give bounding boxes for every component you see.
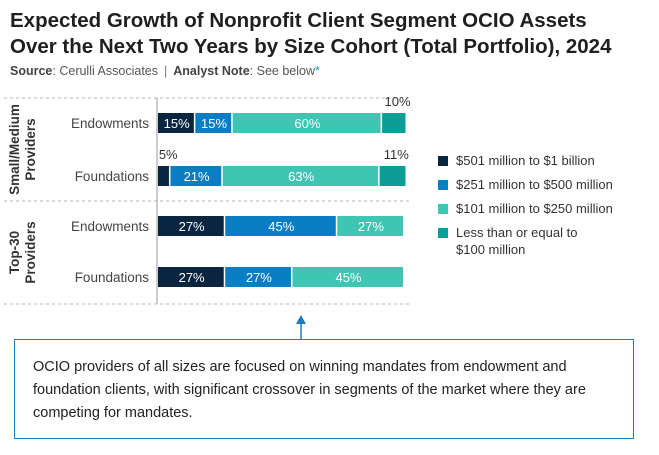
legend-item: Less than or equal to $100 million	[438, 224, 653, 258]
source-label: Source	[10, 64, 53, 78]
data-label: 5%	[159, 147, 178, 162]
legend-label: $101 million to $250 million	[456, 201, 613, 216]
data-label: 27%	[179, 270, 205, 285]
chart-legend: $501 million to $1 billion $251 million …	[438, 152, 653, 265]
source-text: : Cerulli Associates	[52, 64, 158, 78]
chart-title: Expected Growth of Nonprofit Client Segm…	[10, 8, 650, 60]
legend-item: $501 million to $1 billion	[438, 152, 653, 169]
bar-segment	[379, 166, 406, 186]
chart-title-line-2: Over the Next Two Years by Size Cohort (…	[10, 35, 612, 58]
bar-segment	[232, 113, 381, 133]
legend-item: $251 million to $500 million	[438, 176, 653, 193]
legend-swatch	[438, 228, 448, 238]
bar-segment	[292, 267, 404, 287]
group-label: Providers	[23, 221, 38, 283]
group-label: Providers	[23, 118, 38, 180]
data-label: 10%	[385, 94, 411, 109]
legend-label: $251 million to $500 million	[456, 177, 613, 192]
data-label: 27%	[179, 219, 205, 234]
bar-segment	[158, 166, 169, 186]
legend-label: Less than or equal to	[456, 225, 578, 240]
category-label: Endowments	[71, 116, 149, 131]
data-label: 63%	[288, 169, 314, 184]
data-label: 45%	[268, 219, 294, 234]
data-label: 15%	[164, 116, 190, 131]
bar-segment	[225, 216, 336, 236]
bar-segment	[337, 216, 404, 236]
source-line: Source: Cerulli Associates | Analyst Note:…	[10, 64, 320, 78]
analyst-note-box: OCIO providers of all sizes are focused …	[14, 339, 634, 439]
legend-swatch	[438, 156, 448, 166]
category-label: Endowments	[71, 219, 149, 234]
data-label: 45%	[335, 270, 361, 285]
chart-title-line-1: Expected Growth of Nonprofit Client Segm…	[10, 9, 587, 32]
analyst-note-label: Analyst Note	[173, 64, 250, 78]
analyst-note-body: OCIO providers of all sizes are focused …	[33, 359, 586, 421]
legend-swatch	[438, 204, 448, 214]
bar-segment	[222, 166, 379, 186]
bar-segment	[382, 113, 406, 133]
bar-segment	[158, 267, 224, 287]
analyst-note-asterisk: *	[314, 64, 320, 78]
legend-item: $101 million to $250 million	[438, 200, 653, 217]
bar-segment	[170, 166, 222, 186]
bar-segment	[195, 113, 232, 133]
bar-segment	[158, 113, 194, 133]
legend-label-line-2: $100 million	[456, 242, 526, 257]
arrow-head	[296, 315, 306, 324]
data-label: 15%	[201, 116, 227, 131]
legend-swatch	[438, 180, 448, 190]
data-label: 27%	[246, 270, 272, 285]
data-label: 11%	[384, 147, 409, 162]
category-label: Foundations	[75, 169, 150, 184]
analyst-note-text: : See below	[249, 64, 315, 78]
data-label: 21%	[184, 169, 210, 184]
source-separator: |	[164, 64, 168, 78]
category-label: Foundations	[75, 270, 150, 285]
bar-segment	[158, 216, 224, 236]
group-label: Top-30	[7, 231, 22, 274]
group-label: Small/Medium	[7, 104, 22, 195]
bar-segment	[225, 267, 291, 287]
legend-label: $501 million to $1 billion	[456, 153, 595, 168]
data-label: 27%	[358, 219, 384, 234]
data-label: 60%	[294, 116, 320, 131]
